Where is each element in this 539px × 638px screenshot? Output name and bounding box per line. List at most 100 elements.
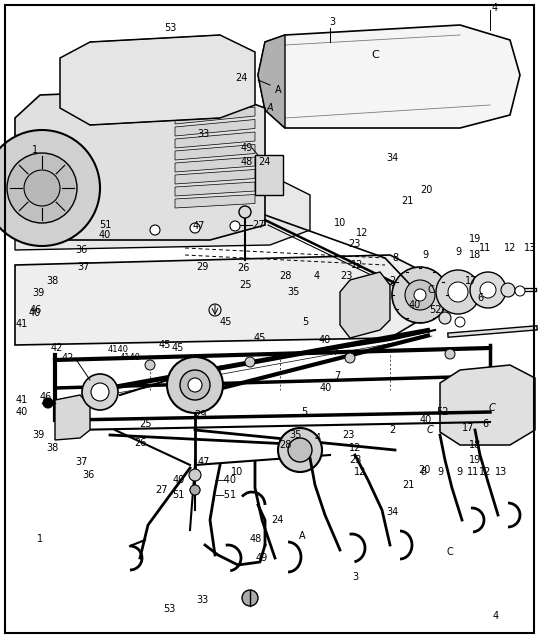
Text: A: A <box>267 103 273 113</box>
Text: 6: 6 <box>482 419 488 429</box>
Text: 46: 46 <box>40 392 52 402</box>
Text: C: C <box>447 547 453 557</box>
Text: 35: 35 <box>288 287 300 297</box>
Text: 8: 8 <box>392 253 398 263</box>
Polygon shape <box>15 255 420 345</box>
Circle shape <box>455 317 465 327</box>
Text: 36: 36 <box>76 245 88 255</box>
Text: 3: 3 <box>353 572 359 582</box>
Circle shape <box>82 374 118 410</box>
Circle shape <box>242 590 258 606</box>
Text: 4140: 4140 <box>120 353 141 362</box>
Text: 23: 23 <box>340 271 352 281</box>
Polygon shape <box>258 25 520 128</box>
Polygon shape <box>60 35 255 125</box>
Polygon shape <box>175 157 255 172</box>
Text: 40: 40 <box>29 308 41 318</box>
Text: 34: 34 <box>386 153 398 163</box>
Text: 37: 37 <box>76 457 88 467</box>
Text: 11: 11 <box>479 243 491 253</box>
Bar <box>255 155 283 195</box>
Polygon shape <box>258 35 285 128</box>
Text: 41: 41 <box>16 395 28 405</box>
Text: 24: 24 <box>272 515 284 525</box>
Circle shape <box>245 357 255 367</box>
Circle shape <box>0 130 100 246</box>
Circle shape <box>43 398 53 408</box>
Text: 20: 20 <box>418 465 430 475</box>
Circle shape <box>167 357 223 413</box>
Circle shape <box>278 428 322 472</box>
Polygon shape <box>175 132 255 148</box>
Text: 18: 18 <box>469 250 481 260</box>
Polygon shape <box>175 170 255 184</box>
Text: 35: 35 <box>289 430 301 440</box>
Text: 9: 9 <box>455 247 461 257</box>
Text: —51: —51 <box>215 490 237 500</box>
Text: 45: 45 <box>172 343 184 353</box>
Polygon shape <box>175 182 255 196</box>
Text: 4: 4 <box>492 3 498 13</box>
Text: 45: 45 <box>254 333 266 343</box>
Text: 12: 12 <box>351 260 363 270</box>
Circle shape <box>189 469 201 481</box>
Text: 19: 19 <box>469 455 481 465</box>
Text: 28: 28 <box>280 271 292 281</box>
Text: 20: 20 <box>421 185 433 195</box>
Circle shape <box>7 153 77 223</box>
Text: 49: 49 <box>241 143 253 153</box>
Circle shape <box>436 270 480 314</box>
Text: 7: 7 <box>332 347 338 357</box>
Text: 1: 1 <box>32 145 38 155</box>
Text: 41: 41 <box>16 319 27 329</box>
Text: 4: 4 <box>493 611 499 621</box>
Text: 33: 33 <box>198 129 210 139</box>
Text: 34: 34 <box>386 507 398 517</box>
Text: 49: 49 <box>255 553 267 563</box>
Text: 5: 5 <box>302 317 308 327</box>
Polygon shape <box>15 88 265 240</box>
Text: 12: 12 <box>479 467 491 477</box>
Polygon shape <box>175 195 255 208</box>
Text: 26: 26 <box>134 438 146 449</box>
Text: 9: 9 <box>456 467 462 477</box>
Circle shape <box>439 312 451 324</box>
Text: 28: 28 <box>279 440 291 450</box>
Text: 19: 19 <box>469 234 481 244</box>
Circle shape <box>230 221 240 231</box>
Text: 1: 1 <box>37 534 44 544</box>
Text: 12: 12 <box>349 443 361 453</box>
Text: 11: 11 <box>467 467 479 477</box>
Text: 12: 12 <box>504 243 516 253</box>
Text: 24: 24 <box>258 157 271 167</box>
Polygon shape <box>175 144 255 160</box>
Text: 2: 2 <box>389 276 396 286</box>
Text: C: C <box>427 425 433 435</box>
Text: eReplacementParts.com: eReplacementParts.com <box>166 273 373 288</box>
Text: C: C <box>428 285 434 295</box>
Text: 12: 12 <box>356 228 368 238</box>
Circle shape <box>405 280 435 310</box>
Text: 40: 40 <box>409 300 421 310</box>
Text: 42: 42 <box>51 343 63 353</box>
Text: 4: 4 <box>315 433 321 443</box>
Text: 13: 13 <box>495 467 507 477</box>
Text: 21: 21 <box>402 480 414 490</box>
Text: A: A <box>299 531 305 541</box>
Text: 6: 6 <box>477 293 483 303</box>
Text: 29: 29 <box>196 262 208 272</box>
Text: 45: 45 <box>219 317 231 327</box>
Text: 29: 29 <box>194 410 206 420</box>
Text: 52: 52 <box>436 406 448 417</box>
Text: 9: 9 <box>422 250 428 260</box>
Text: 51: 51 <box>172 490 185 500</box>
Circle shape <box>91 383 109 401</box>
Text: 36: 36 <box>83 470 95 480</box>
Text: 10: 10 <box>334 218 346 228</box>
Circle shape <box>239 206 251 218</box>
Circle shape <box>470 272 506 308</box>
Text: 4: 4 <box>314 271 320 281</box>
Text: 40: 40 <box>420 415 432 425</box>
Text: 13: 13 <box>524 243 536 253</box>
Text: A: A <box>275 85 281 95</box>
